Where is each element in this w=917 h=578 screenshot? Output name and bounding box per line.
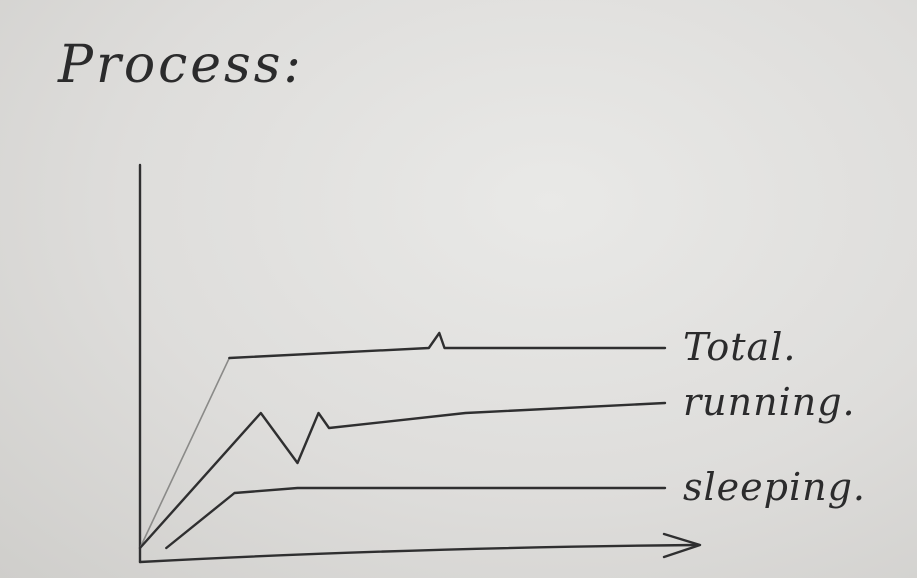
series-label-sleeping: sleeping. [683,465,866,509]
x-axis-arrowhead [662,532,702,559]
series-line-running [138,401,667,550]
chart-title: Process: [57,35,304,95]
series-line-sleeping [165,486,667,550]
series-line-total [139,331,666,549]
series-line-total-plateau [228,331,667,360]
x-axis [138,543,697,564]
series-label-total: Total. [683,325,796,369]
series-layer: Total. running. sleeping. [138,325,866,550]
series-label-running: running. [683,380,856,424]
